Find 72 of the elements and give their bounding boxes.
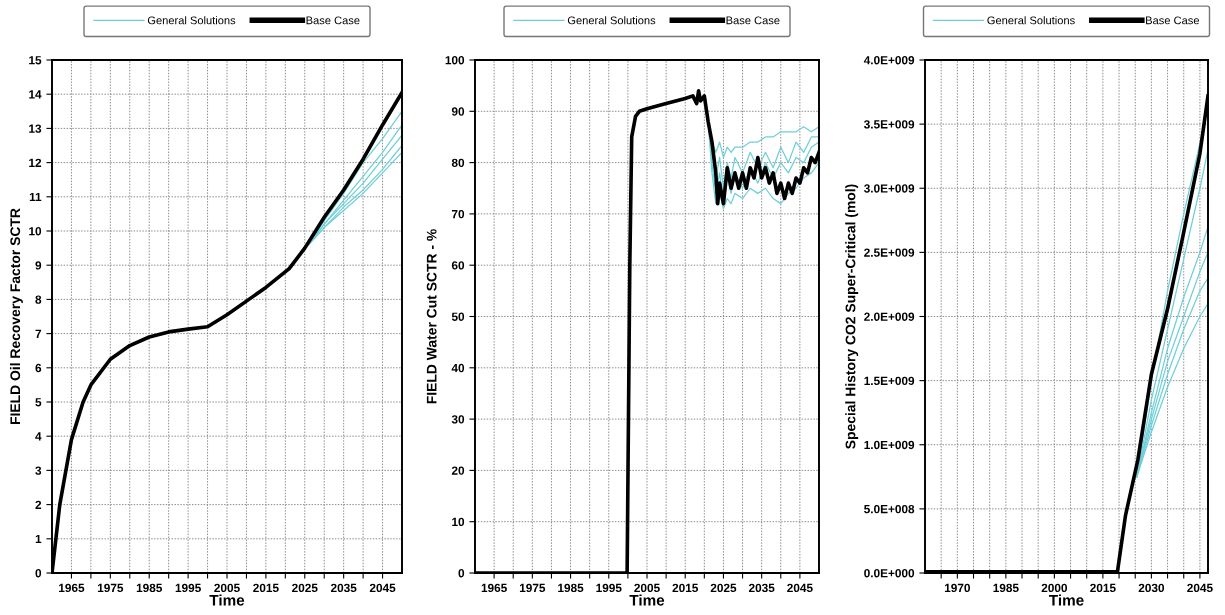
legend-label: General Solutions [567,16,656,25]
x-tick-label: 1995 [175,583,201,593]
y-tick-label: 15 [29,56,42,65]
x-tick-label: 2015 [253,583,279,593]
y-tick-label: 14 [29,90,42,99]
y-tick-label: 60 [451,261,465,270]
y-tick-label: 7 [35,329,42,338]
y-tick-label: 3 [35,466,42,475]
y-axis-title: FIELD Oil Recovery Factor SCTR [9,208,23,424]
y-tick-label: 9 [35,261,42,270]
x-axis-title: Time [629,594,665,606]
x-tick-label: 1985 [993,583,1019,593]
y-tick-label: 0.0E+000 [864,569,915,578]
x-tick-label: 2025 [710,583,737,593]
y-tick-label: 100 [445,56,465,65]
y-tick-label: 30 [451,415,465,424]
y-tick-label: 3.0E+009 [863,184,915,193]
x-tick-label: 1975 [97,583,124,593]
y-tick-label: 50 [451,312,465,321]
x-tick-label: 1975 [519,583,546,593]
x-tick-label: 2030 [1138,583,1165,593]
y-tick-label: 2 [35,500,42,509]
y-tick-label: 0 [35,569,42,578]
x-tick-label: 2005 [214,583,240,593]
y-tick-label: 70 [451,209,465,219]
y-tick-label: 40 [451,363,465,373]
y-tick-label: 1.5E+009 [864,376,915,386]
x-tick-label: 2015 [672,583,699,593]
y-tick-label: 0 [458,569,465,578]
y-tick-label: 8 [35,295,42,304]
x-tick-label: 2035 [330,583,357,593]
x-axis-title: Time [209,594,245,606]
y-tick-label: 4.0E+009 [863,56,915,65]
x-tick-label: 2025 [292,583,318,593]
legend-label: Base Case [306,16,360,25]
y-tick-label: 12 [29,158,42,167]
y-tick-label: 5 [35,398,42,407]
x-tick-label: 2005 [634,583,660,593]
y-tick-label: 6 [35,363,42,373]
y-tick-label: 5.0E+008 [864,504,915,514]
y-tick-label: 1 [35,534,42,544]
y-tick-label: 20 [451,466,465,475]
y-tick-label: 2.0E+009 [864,312,915,321]
legend-label: Base Case [726,16,780,25]
y-tick-label: 10 [29,227,42,236]
y-tick-label: 4 [35,432,42,441]
x-tick-label: 2015 [1090,583,1116,593]
x-tick-label: 2000 [1041,583,1068,593]
x-tick-label: 2045 [369,583,396,593]
y-tick-label: 90 [451,107,465,116]
x-tick-label: 2045 [787,583,813,593]
legend-label: Base Case [1146,16,1200,25]
y-tick-label: 2.5E+009 [864,248,915,257]
legend-label: General Solutions [147,16,236,25]
y-axis-title: Special History CO2 Super-Critical (mol) [845,184,859,449]
y-axis-title: FIELD Water Cut SCTR - % [426,229,437,404]
legend-label: General Solutions [987,16,1075,25]
x-tick-label: 2045 [1187,583,1213,593]
x-tick-label: 1965 [481,583,507,593]
y-tick-label: 10 [452,517,465,527]
x-tick-label: 1995 [596,583,622,593]
y-tick-label: 3.5E+009 [863,120,915,129]
x-tick-label: 1985 [558,583,584,593]
y-tick-label: 11 [29,192,42,202]
y-tick-label: 80 [451,158,465,167]
y-tick-label: 1.0E+009 [864,440,915,450]
y-tick-label: 13 [29,124,42,133]
x-tick-label: 1985 [136,583,163,593]
x-axis-title: Time [1048,594,1084,606]
x-tick-label: 1970 [944,583,970,593]
x-tick-label: 1965 [59,583,85,593]
x-tick-label: 2035 [748,583,775,593]
